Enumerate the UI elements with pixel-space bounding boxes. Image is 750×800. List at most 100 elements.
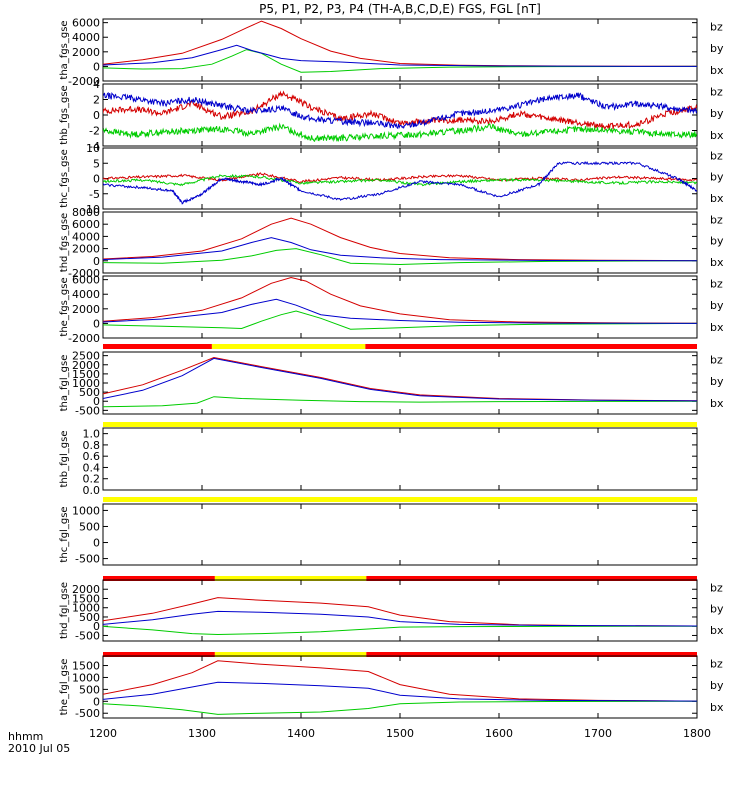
y-tick-label: 1500	[72, 592, 100, 605]
series-line-by	[103, 49, 697, 73]
panel-frame	[102, 211, 698, 274]
status-bar-segment	[103, 422, 697, 427]
y-tick-label: 2000	[72, 583, 100, 596]
series-line-bx	[103, 610, 697, 627]
series-group	[103, 160, 697, 205]
y-tick-label: 4	[93, 78, 100, 91]
legend-bz: bz	[710, 581, 723, 594]
legend-bx: bx	[710, 624, 724, 637]
panel-frame	[102, 83, 698, 147]
panel-frame	[102, 275, 698, 339]
y-axis-label: thd_fgl_gse	[59, 582, 70, 639]
panel-thb_fgs_gse: -4 -2 0 2 4 thb_fgs_gse bz by bx	[59, 78, 724, 153]
y-tick-label: 500	[79, 683, 100, 696]
status-bar-segment	[103, 576, 215, 581]
x-tick-label: 1200	[89, 727, 117, 740]
legend-by: by	[710, 603, 724, 616]
legend-by: by	[710, 107, 724, 120]
series-line-bz	[103, 90, 697, 131]
series-line-by	[103, 173, 697, 187]
y-tick-label: 1.0	[83, 428, 101, 441]
legend-bz: bz	[710, 213, 723, 226]
y-tick-label: 500	[79, 611, 100, 624]
legend-bx: bx	[710, 64, 724, 77]
y-tick-label: 2500	[72, 350, 100, 363]
y-tick-label: 2000	[72, 303, 100, 316]
series-line-bz	[103, 172, 697, 184]
y-tick-label: 8000	[72, 206, 100, 219]
chart-title: P5, P1, P2, P3, P4 (TH-A,B,C,D,E) FGS, F…	[259, 2, 541, 16]
status-bar-segment	[214, 576, 367, 581]
y-tick-label: -500	[75, 707, 100, 720]
y-tick-label: 4000	[72, 230, 100, 243]
legend-bx: bx	[710, 397, 724, 410]
y-tick-label: 10	[86, 142, 100, 155]
y-tick-label: -2000	[68, 332, 100, 345]
series-line-bz	[103, 20, 697, 67]
y-tick-label: -500	[75, 404, 100, 417]
series-line-bx	[103, 357, 697, 402]
panel-frame	[102, 579, 698, 642]
legend-bz: bz	[710, 149, 723, 162]
series-group	[103, 90, 697, 143]
y-tick-label: 5	[93, 157, 100, 170]
y-tick-label: 2000	[72, 46, 100, 59]
legend-bx: bx	[710, 192, 724, 205]
y-tick-label: 0	[93, 317, 100, 330]
status-bar-segment	[366, 652, 697, 657]
legend-bz: bz	[710, 85, 723, 98]
y-tick-label: 1000	[72, 504, 100, 517]
legend-bx: bx	[710, 129, 724, 142]
y-tick-label: 2000	[72, 243, 100, 256]
y-tick-label: -2000	[68, 75, 100, 88]
status-bar-segment	[365, 344, 697, 349]
x-tick-label: 1600	[485, 727, 513, 740]
series-line-by	[103, 122, 697, 143]
y-tick-label: -500	[75, 553, 100, 566]
panel-frame	[102, 351, 698, 415]
status-bar-segment	[103, 344, 212, 349]
panel-thb_fgl_gse: 0.00.20.40.60.81.0 thb_fgl_gse	[59, 422, 698, 497]
y-tick-label: -2	[89, 125, 100, 138]
status-bar-segment	[211, 344, 366, 349]
x-tick-label: 1300	[188, 727, 216, 740]
series-group	[103, 597, 697, 636]
y-tick-label: 0	[93, 620, 100, 633]
y-tick-label: 2000	[72, 359, 100, 372]
y-tick-label: 0.8	[83, 439, 101, 452]
series-group	[103, 20, 697, 73]
y-tick-label: -5	[89, 188, 100, 201]
y-tick-label: -500	[75, 629, 100, 642]
y-tick-label: 1500	[72, 368, 100, 381]
status-bar-segment	[366, 576, 697, 581]
series-line-bx	[103, 160, 697, 205]
legend-bx: bx	[710, 701, 724, 714]
y-tick-label: 6000	[72, 274, 100, 287]
legend-bx: bx	[710, 256, 724, 269]
y-tick-label: 2	[93, 94, 100, 107]
series-line-bx	[103, 91, 697, 130]
y-tick-label: 1000	[72, 602, 100, 615]
series-line-bz	[103, 356, 697, 402]
y-tick-label: 4000	[72, 288, 100, 301]
y-tick-label: 0	[93, 173, 100, 186]
date-axis-label: 2010 Jul 05	[8, 742, 70, 755]
series-line-bx	[103, 681, 697, 702]
y-tick-label: 0	[93, 109, 100, 122]
series-line-bz	[103, 276, 697, 324]
y-tick-label: 1000	[72, 377, 100, 390]
legend-bx: bx	[710, 321, 724, 334]
y-axis-label: tha_fgl_gse	[59, 355, 70, 412]
legend-by: by	[710, 42, 724, 55]
status-bar-segment	[214, 652, 367, 657]
x-tick-label: 1800	[683, 727, 711, 740]
legend-bz: bz	[710, 20, 723, 33]
series-line-bx	[103, 298, 697, 324]
